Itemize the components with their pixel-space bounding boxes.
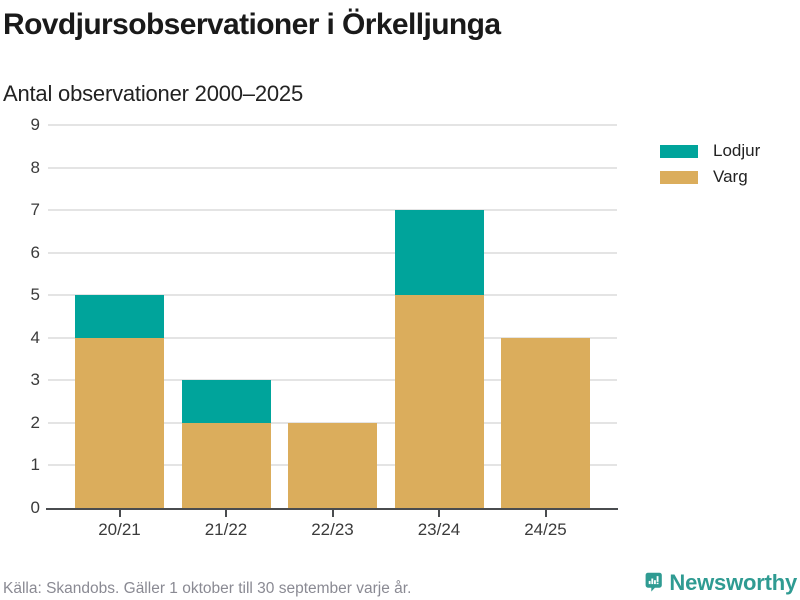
x-axis-line — [46, 508, 618, 510]
x-tick-mark-23-24 — [438, 510, 440, 517]
x-tick-label-21-22: 21/22 — [204, 520, 248, 539]
y-tick-label-7: 7 — [30, 200, 40, 220]
newsworthy-brand-text: Newsworthy — [669, 570, 797, 595]
gridline-y9 — [48, 124, 617, 126]
y-tick-label-2: 2 — [30, 412, 40, 432]
bar-varg-23-24 — [394, 295, 484, 508]
y-tick-label-0: 0 — [30, 498, 40, 517]
newsworthy-logo-icon — [645, 572, 662, 592]
x-tick-mark-22-23 — [331, 510, 334, 517]
plot-area — [46, 124, 618, 517]
gridline-y8 — [48, 166, 617, 169]
x-tick-label-24-25: 24/25 — [524, 520, 567, 539]
y-tick-label-1: 1 — [30, 455, 40, 475]
y-tick-label-6: 6 — [30, 242, 40, 262]
legend: Lodjur Varg — [660, 141, 761, 196]
bar-varg-22-23 — [288, 422, 377, 508]
y-tick-label-3: 3 — [30, 370, 40, 390]
gridline-y3 — [48, 379, 617, 382]
gridline-y2 — [48, 421, 617, 424]
x-tick-label-20-21: 20/21 — [98, 520, 141, 539]
chart-title: Rovdjursobservationer i Örkelljunga — [3, 8, 501, 41]
y-tick-label-5: 5 — [30, 285, 40, 305]
newsworthy-brand-link[interactable]: Newsworthy — [645, 566, 797, 598]
varg-swatch — [660, 170, 698, 184]
gridline-y7 — [48, 209, 617, 212]
chart-subtitle: Antal observationer 2000–2025 — [3, 81, 303, 106]
legend-item-lodjur: Lodjur — [660, 141, 761, 160]
bar-lodjur-23-24 — [394, 210, 484, 296]
bar-lodjur-20-21 — [75, 295, 164, 338]
y-tick-label-9: 9 — [30, 115, 40, 134]
y-tick-label-4: 4 — [30, 327, 40, 347]
source-note: Källa: Skandobs. Gäller 1 oktober till 3… — [3, 580, 412, 597]
bar-lodjur-21-22 — [181, 380, 271, 423]
y-tick-label-8: 8 — [30, 157, 40, 177]
x-tick-label-22-23: 22/23 — [311, 520, 354, 539]
bar-varg-24-25 — [501, 337, 590, 508]
legend-item-varg: Varg — [660, 167, 760, 186]
gridline-y5 — [48, 294, 617, 297]
x-tick-mark-21-22 — [225, 510, 227, 517]
lodjur-swatch — [660, 144, 698, 158]
x-tick-label-23-24: 23/24 — [417, 520, 461, 539]
bar-varg-21-22 — [181, 422, 271, 508]
legend-label-varg: Varg — [713, 167, 748, 186]
gridline-y6 — [48, 251, 617, 254]
gridline-y4 — [48, 336, 617, 339]
legend-label-lodjur: Lodjur — [713, 141, 761, 160]
x-tick-mark-24-25 — [544, 510, 547, 517]
bar-varg-20-21 — [75, 337, 164, 508]
x-tick-mark-20-21 — [118, 510, 121, 517]
